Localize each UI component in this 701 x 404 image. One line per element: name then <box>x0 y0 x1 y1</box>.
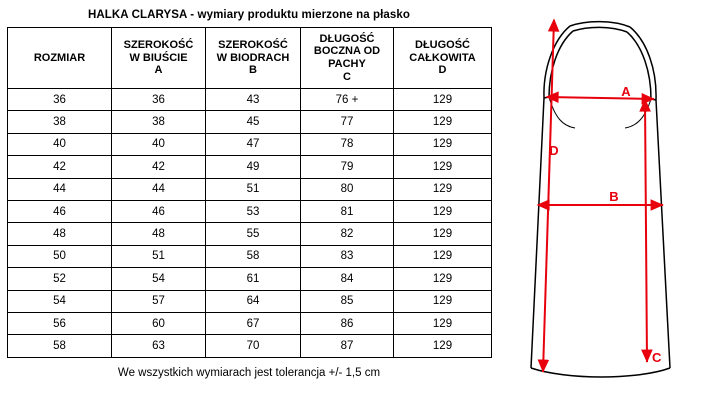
cell-biodra: 47 <box>205 132 301 157</box>
cell-biodra: 67 <box>205 311 301 336</box>
size-table: ROZMIAR SZEROKOŚĆ W BIUŚCIE A SZEROKOŚĆ … <box>7 27 492 358</box>
cell-biust: 40 <box>111 132 206 157</box>
cell-dlugosc-calkowita: 129 <box>393 244 492 269</box>
cell-dlugosc-calkowita: 129 <box>393 177 492 201</box>
dimension-arrows <box>536 18 664 373</box>
table-row: 52 54 61 84 129 <box>7 267 492 291</box>
dress-diagram: A B C D <box>530 18 671 378</box>
cell-rozmiar: 54 <box>7 289 112 313</box>
cell-biust: 54 <box>111 267 206 291</box>
cell-biust: 46 <box>111 199 206 224</box>
cell-dlugosc-boczna: 78 <box>300 132 394 157</box>
label-c: C <box>652 350 662 365</box>
cell-biust: 42 <box>111 155 206 179</box>
table-body: 36 36 43 76 + 129 38 38 45 77 129 40 40 … <box>7 87 492 358</box>
tolerance-note: We wszystkich wymiarach jest tolerancja … <box>117 366 381 379</box>
col-header-szerokosc-w-biuscie: SZEROKOŚĆ W BIUŚCIE A <box>111 27 206 89</box>
cell-dlugosc-boczna: 80 <box>300 177 394 201</box>
cell-biodra: 51 <box>205 177 301 201</box>
cell-rozmiar: 58 <box>7 334 112 358</box>
title-subtitle: wymiary produktu mierzone na płasko <box>197 9 411 21</box>
cell-dlugosc-boczna: 76 + <box>300 87 394 112</box>
cell-dlugosc-calkowita: 129 <box>393 132 492 157</box>
cell-rozmiar: 40 <box>7 132 112 157</box>
table-row: 38 38 45 77 129 <box>7 110 492 134</box>
cell-rozmiar: 52 <box>7 267 112 291</box>
cell-dlugosc-calkowita: 129 <box>393 87 492 112</box>
arrow-c <box>639 98 653 363</box>
arrow-d <box>537 18 560 373</box>
cell-rozmiar: 48 <box>7 222 112 246</box>
cell-rozmiar: 42 <box>7 155 112 179</box>
cell-biodra: 43 <box>205 87 301 112</box>
table-row: 56 60 67 86 129 <box>7 311 492 336</box>
cell-biust: 57 <box>111 289 206 313</box>
cell-biust: 44 <box>111 177 206 201</box>
cell-dlugosc-boczna: 83 <box>300 244 394 269</box>
cell-biust: 36 <box>111 87 206 112</box>
cell-biust: 51 <box>111 244 206 269</box>
cell-dlugosc-calkowita: 129 <box>393 199 492 224</box>
label-a: A <box>621 84 631 99</box>
cell-dlugosc-calkowita: 129 <box>393 334 492 358</box>
cell-biust: 48 <box>111 222 206 246</box>
cell-dlugosc-calkowita: 129 <box>393 110 492 134</box>
table-header: ROZMIAR SZEROKOŚĆ W BIUŚCIE A SZEROKOŚĆ … <box>7 27 492 89</box>
cell-biust: 38 <box>111 110 206 134</box>
cell-rozmiar: 56 <box>7 311 112 336</box>
cell-dlugosc-boczna: 85 <box>300 289 394 313</box>
cell-dlugosc-calkowita: 129 <box>393 155 492 179</box>
cell-biodra: 58 <box>205 244 301 269</box>
table-header-row: ROZMIAR SZEROKOŚĆ W BIUŚCIE A SZEROKOŚĆ … <box>7 27 492 89</box>
cell-rozmiar: 38 <box>7 110 112 134</box>
label-b: B <box>609 189 618 204</box>
table-row: 54 57 64 85 129 <box>7 289 492 313</box>
table-row: 48 48 55 82 129 <box>7 222 492 246</box>
col-header-rozmiar: ROZMIAR <box>7 27 112 89</box>
cell-biodra: 55 <box>205 222 301 246</box>
cell-dlugosc-calkowita: 129 <box>393 222 492 246</box>
table-row: 46 46 53 81 129 <box>7 199 492 224</box>
cell-dlugosc-boczna: 87 <box>300 334 394 358</box>
cell-rozmiar: 44 <box>7 177 112 201</box>
cell-dlugosc-boczna: 82 <box>300 222 394 246</box>
cell-dlugosc-boczna: 84 <box>300 267 394 291</box>
cell-rozmiar: 46 <box>7 199 112 224</box>
cell-biust: 63 <box>111 334 206 358</box>
cell-biodra: 64 <box>205 289 301 313</box>
cell-dlugosc-boczna: 86 <box>300 311 394 336</box>
diagram-panel: A B C D <box>497 0 701 404</box>
cell-biodra: 53 <box>205 199 301 224</box>
col-header-szerokosc-w-biodrach: SZEROKOŚĆ W BIODRACH B <box>205 27 301 89</box>
cell-rozmiar: 36 <box>7 87 112 112</box>
cell-dlugosc-boczna: 81 <box>300 199 394 224</box>
table-row: 42 42 49 79 129 <box>7 155 492 179</box>
table-row: 58 63 70 87 129 <box>7 334 492 358</box>
label-d: D <box>549 143 558 158</box>
cell-dlugosc-calkowita: 129 <box>393 267 492 291</box>
cell-dlugosc-calkowita: 129 <box>393 311 492 336</box>
cell-dlugosc-calkowita: 129 <box>393 289 492 313</box>
cell-biodra: 61 <box>205 267 301 291</box>
cell-dlugosc-boczna: 77 <box>300 110 394 134</box>
table-row: 44 44 51 80 129 <box>7 177 492 201</box>
cell-rozmiar: 50 <box>7 244 112 269</box>
cell-biodra: 45 <box>205 110 301 134</box>
cell-biodra: 49 <box>205 155 301 179</box>
col-header-dlugosc-calkowita: DŁUGOŚĆ CAŁKOWITA D <box>393 27 492 89</box>
table-row: 40 40 47 78 129 <box>7 132 492 157</box>
table-row: 50 51 58 83 129 <box>7 244 492 269</box>
table-panel: HALKA CLARYSA - wymiary produktu mierzon… <box>7 6 492 396</box>
cell-dlugosc-boczna: 79 <box>300 155 394 179</box>
arrow-a <box>545 91 655 105</box>
table-row: 36 36 43 76 + 129 <box>7 87 492 112</box>
cell-biust: 60 <box>111 311 206 336</box>
cell-biodra: 70 <box>205 334 301 358</box>
title-separator: - <box>187 9 198 21</box>
page-title: HALKA CLARYSA - wymiary produktu mierzon… <box>7 6 491 27</box>
title-brand: HALKA CLARYSA <box>87 9 188 21</box>
col-header-dlugosc-boczna: DŁUGOŚĆ BOCZNA OD PACHY C <box>300 27 394 89</box>
